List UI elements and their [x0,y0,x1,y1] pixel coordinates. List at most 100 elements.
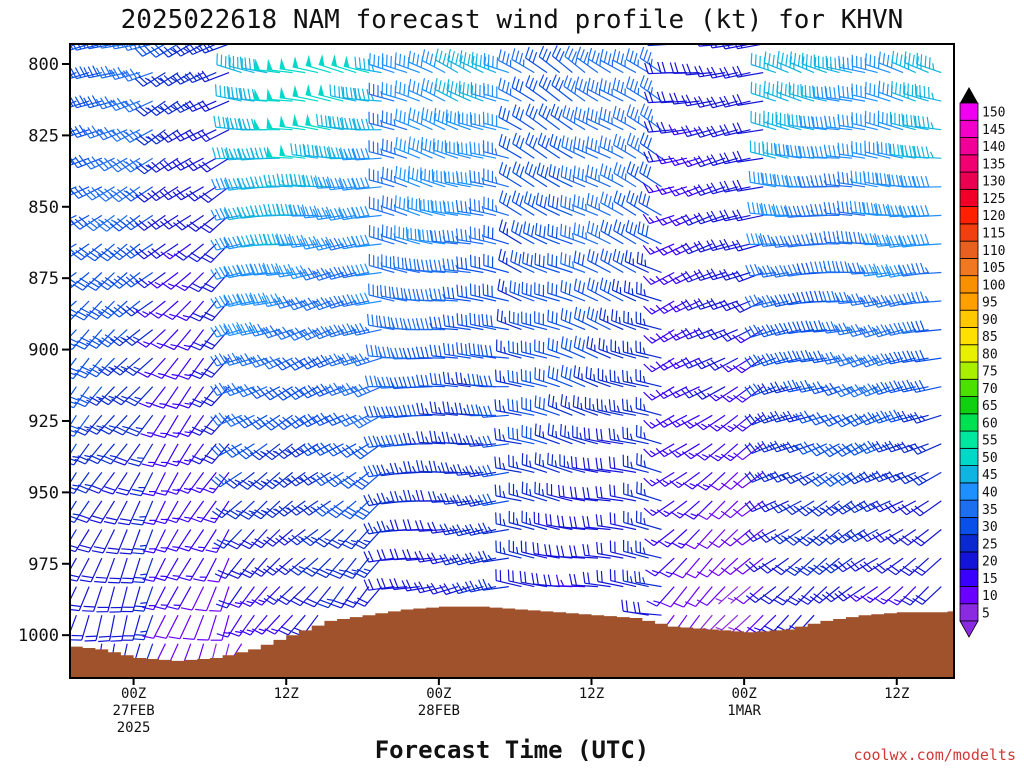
wind-barb [292,56,319,74]
wind-barb [599,163,624,188]
wind-barb [179,557,205,581]
wind-barb [190,500,217,523]
wind-barb [129,472,154,497]
wind-barb [837,200,866,216]
wind-barb [744,471,777,483]
wind-barb [142,586,166,611]
wind-barb [910,500,942,517]
wind-barb [656,91,687,104]
wind-barb [159,186,192,201]
wind-barb [747,614,777,634]
wind-barb [693,126,726,138]
wind-barb [159,44,192,58]
wind-barb [274,471,306,488]
wind-barb [226,529,255,550]
wind-barb [389,548,420,561]
wind-barb [587,47,611,74]
wind-barb [656,471,688,487]
wind-barb [483,82,509,102]
wind-barb [87,443,115,465]
wind-barb [74,386,103,408]
wind-barb [770,529,802,545]
wind-barb [405,226,433,245]
wind-barb [250,471,281,491]
wind-barb [430,199,458,216]
wind-barb [85,272,115,291]
wind-barb [658,557,688,578]
wind-barb [498,190,522,216]
wind-barb [508,454,535,473]
colorbar-swatch [959,188,979,207]
wind-barb [439,523,471,536]
wind-barb [732,122,764,135]
wind-barb [668,414,700,428]
wind-barb [637,221,662,245]
wind-barb [189,300,217,322]
wind-barb [644,529,675,547]
wind-barb [95,126,128,141]
wind-barb [524,46,548,74]
wind-barb [720,529,751,547]
wind-barb [635,340,662,359]
wind-barb [456,342,484,359]
wind-barb [464,580,497,593]
wind-barb [354,56,382,74]
wind-barb [427,521,458,534]
wind-barb [757,353,789,367]
wind-barb [128,443,154,467]
wind-barb [733,557,764,575]
wind-barb [511,104,535,131]
colorbar-swatch [959,275,979,294]
wind-barb [330,586,357,609]
wind-barb [810,203,840,216]
wind-barb [708,557,739,577]
wind-barb [210,236,242,251]
wind-barb [846,528,878,543]
wind-barb [100,443,128,465]
colorbar-label: 150 [982,106,1005,121]
wind-barb [586,306,611,331]
wind-barb [569,486,598,502]
wind-barb [312,354,344,369]
wind-barb [325,471,357,488]
wind-barb [534,395,560,416]
wind-barb [277,614,306,636]
wind-barb [859,263,891,277]
wind-barb [680,125,713,138]
y-tick-label: 850 [28,198,59,218]
x-axis-label: Forecast Time (UTC) [375,736,650,764]
wind-barb [452,494,484,507]
wind-barb [289,586,319,607]
wind-barb [70,500,77,513]
wind-barb [201,300,230,322]
wind-barb [70,557,90,582]
wind-barb [482,140,509,159]
wind-barb [214,557,243,579]
wind-barb [249,233,280,246]
wind-barb [732,65,764,78]
wind-barb [210,382,242,396]
wind-barb [706,298,738,310]
wind-barb [523,191,548,216]
wind-barb [238,500,268,520]
wind-barb [445,109,471,131]
wind-barb [823,230,853,245]
wind-barb [299,267,331,281]
wind-barb [376,577,408,590]
wind-barb [455,228,484,245]
wind-barb [525,103,548,131]
wind-barb [394,225,420,245]
wind-barb [639,75,662,102]
wind-barb [420,137,446,159]
wind-barb [91,529,116,554]
wind-barb [103,500,128,525]
colorbar-swatch [959,430,979,449]
wind-barb [251,557,281,577]
wind-barb [534,252,560,274]
wind-barb [111,386,141,406]
wind-barb [623,510,649,531]
wind-barb [507,398,535,416]
wind-barb [683,500,713,520]
colorbar-label: 80 [982,347,998,362]
wind-barb [635,311,662,331]
